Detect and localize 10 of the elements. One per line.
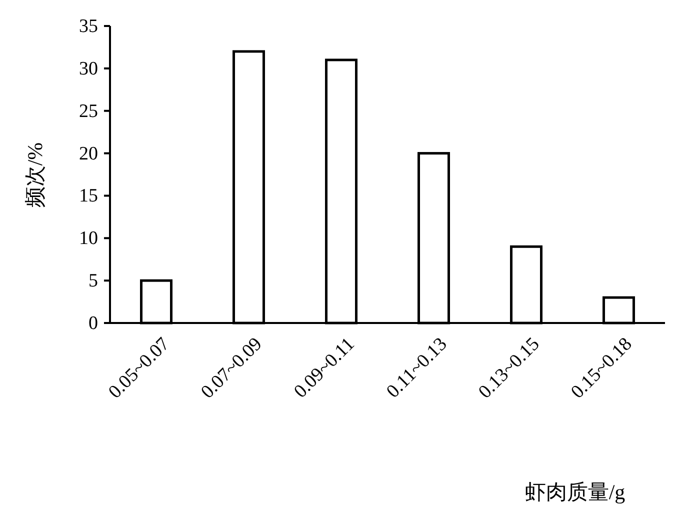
y-tick-label: 0 (88, 313, 98, 334)
y-tick-label: 10 (79, 228, 98, 250)
y-axis-title: 频次/% (23, 142, 47, 208)
x-axis-title: 虾肉质量/g (524, 480, 626, 504)
y-tick-label: 5 (88, 270, 98, 292)
y-tick-label: 15 (79, 186, 98, 207)
y-tick-label: 20 (79, 143, 98, 164)
y-tick-label: 25 (79, 100, 98, 122)
y-tick-label: 35 (79, 16, 98, 37)
y-tick-label: 30 (79, 58, 98, 80)
